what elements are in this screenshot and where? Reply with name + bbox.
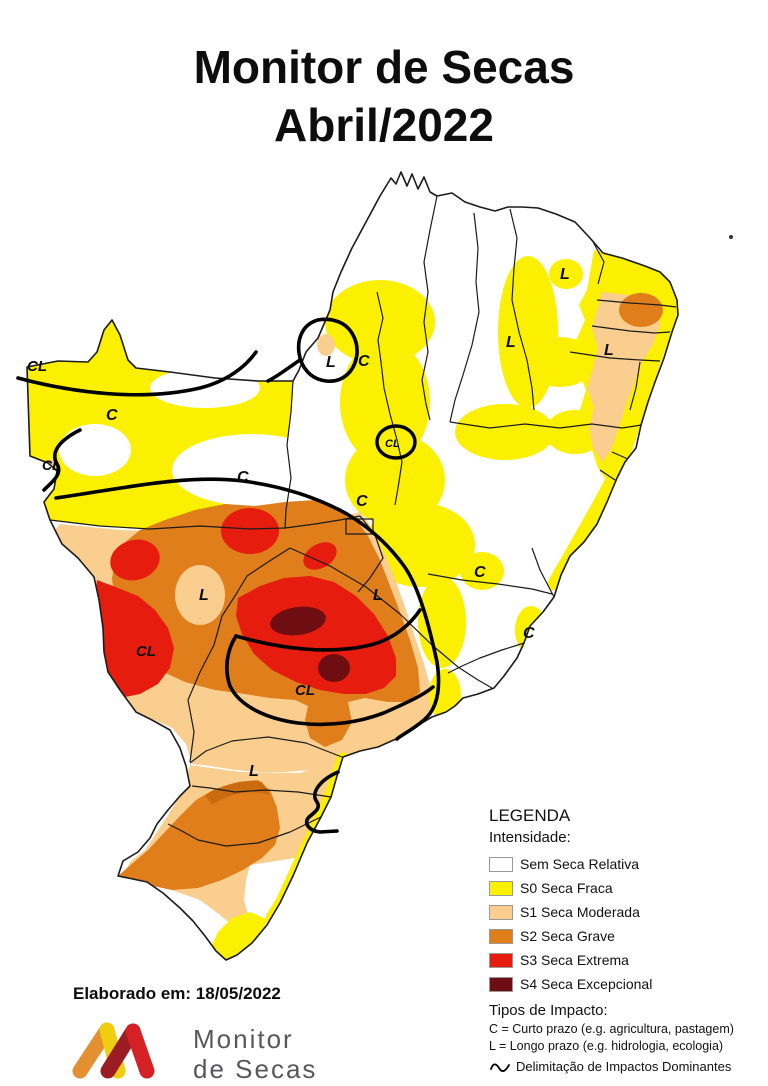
impact-label-l: L — [326, 354, 336, 371]
layer-s4 — [270, 606, 350, 682]
legend-swatch — [489, 904, 513, 920]
legend-swatch — [489, 928, 513, 944]
page-title: Monitor de Secas Abril/2022 — [0, 38, 768, 154]
monitor-de-secas-logo: Monitor de Secas — [70, 1014, 317, 1084]
elaboration-date: Elaborado em: 18/05/2022 — [73, 984, 281, 1003]
impact-label-l: L — [373, 587, 383, 604]
impact-label-cl: CL — [27, 358, 47, 375]
coastline-outline — [26, 171, 679, 961]
impact-label-c: C — [237, 469, 249, 486]
impact-label-c: C — [523, 625, 535, 642]
impact-label-cl: CL — [385, 438, 400, 450]
legend-delimitation-label: Delimitação de Impactos Dominantes — [516, 1059, 732, 1074]
impact-label-c: C — [474, 564, 486, 581]
logo-line1: Monitor — [193, 1024, 294, 1054]
legend-delimitation-row: Delimitação de Impactos Dominantes — [489, 1059, 765, 1074]
legend-swatch — [489, 952, 513, 968]
logo-m-icon — [72, 1022, 155, 1079]
legend-swatch — [489, 880, 513, 896]
impact-label-l: L — [560, 266, 570, 283]
legend-swatch — [489, 976, 513, 992]
legend-item-label: S2 Seca Grave — [520, 928, 615, 944]
title-line1: Monitor de Secas — [193, 41, 575, 93]
legend-item: S0 Seca Fraca — [489, 876, 765, 900]
legend-item-label: S0 Seca Fraca — [520, 880, 613, 896]
noronha-island-dot — [729, 235, 733, 239]
legend-item: S3 Seca Extrema — [489, 948, 765, 972]
impact-label-l: L — [604, 342, 614, 359]
legend-impact-line-c: C = Curto prazo (e.g. agricultura, pasta… — [489, 1022, 734, 1036]
layer-s3 — [94, 508, 396, 698]
legend-intensity-rows: Sem Seca Relativa S0 Seca Fraca S1 Seca Mo… — [489, 852, 765, 996]
impact-label-c: C — [356, 493, 368, 510]
logo-line2: de Secas — [193, 1054, 318, 1084]
legend-item: Sem Seca Relativa — [489, 852, 765, 876]
logo-wordmark: Monitor de Secas — [193, 1024, 317, 1084]
squiggle-icon — [490, 1062, 510, 1072]
legend-impact-heading: Tipos de Impacto: — [489, 1002, 608, 1019]
legend: LEGENDA Intensidade: Sem Seca Relativa S0… — [489, 806, 765, 1074]
impact-label-l: L — [199, 587, 209, 604]
impact-delimitation-lines — [16, 317, 441, 834]
legend-intensity-heading: Intensidade: — [489, 829, 571, 846]
impact-label-cl: CL — [295, 682, 315, 699]
legend-heading: LEGENDA — [489, 806, 571, 825]
legend-swatch — [489, 856, 513, 872]
impact-label-l: L — [249, 763, 259, 780]
legend-item: S2 Seca Grave — [489, 924, 765, 948]
legend-item-label: Sem Seca Relativa — [520, 856, 640, 872]
impact-label-c: C — [106, 407, 118, 424]
title-line2: Abril/2022 — [274, 99, 494, 151]
legend-item-label: S4 Seca Excepcional — [520, 976, 653, 992]
legend-item-label: S1 Seca Moderada — [520, 904, 640, 920]
impact-label-l: L — [506, 334, 516, 351]
legend-impact-line-l: L = Longo prazo (e.g. hidrologia, ecolog… — [489, 1039, 724, 1053]
impact-label-cl: CL — [42, 457, 61, 473]
impact-label-c: C — [358, 353, 370, 370]
impact-label-cl: CL — [136, 643, 156, 660]
legend-item-label: S3 Seca Extrema — [520, 952, 629, 968]
legend-item: S4 Seca Excepcional — [489, 972, 765, 996]
legend-item: S1 Seca Moderada — [489, 900, 765, 924]
